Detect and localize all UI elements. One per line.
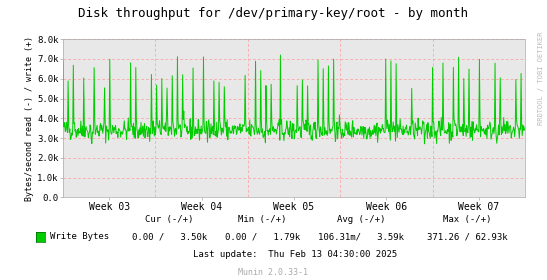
Text: Disk throughput for /dev/primary-key/root - by month: Disk throughput for /dev/primary-key/roo… — [79, 7, 468, 20]
Text: Write Bytes: Write Bytes — [50, 232, 109, 241]
Text: Munin 2.0.33-1: Munin 2.0.33-1 — [238, 268, 309, 277]
Text: Min (-/+): Min (-/+) — [238, 215, 287, 224]
Text: 371.26 / 62.93k: 371.26 / 62.93k — [427, 232, 508, 241]
Text: Max (-/+): Max (-/+) — [444, 215, 492, 224]
Text: 0.00 /   1.79k: 0.00 / 1.79k — [225, 232, 300, 241]
Text: Avg (-/+): Avg (-/+) — [337, 215, 385, 224]
Text: RRDTOOL / TOBI OETIKER: RRDTOOL / TOBI OETIKER — [538, 32, 544, 125]
Y-axis label: Bytes/second read (-) / write (+): Bytes/second read (-) / write (+) — [26, 36, 34, 201]
Text: Last update:  Thu Feb 13 04:30:00 2025: Last update: Thu Feb 13 04:30:00 2025 — [193, 250, 398, 259]
Text: 0.00 /   3.50k: 0.00 / 3.50k — [132, 232, 207, 241]
Text: Cur (-/+): Cur (-/+) — [146, 215, 194, 224]
Text: 106.31m/   3.59k: 106.31m/ 3.59k — [318, 232, 404, 241]
